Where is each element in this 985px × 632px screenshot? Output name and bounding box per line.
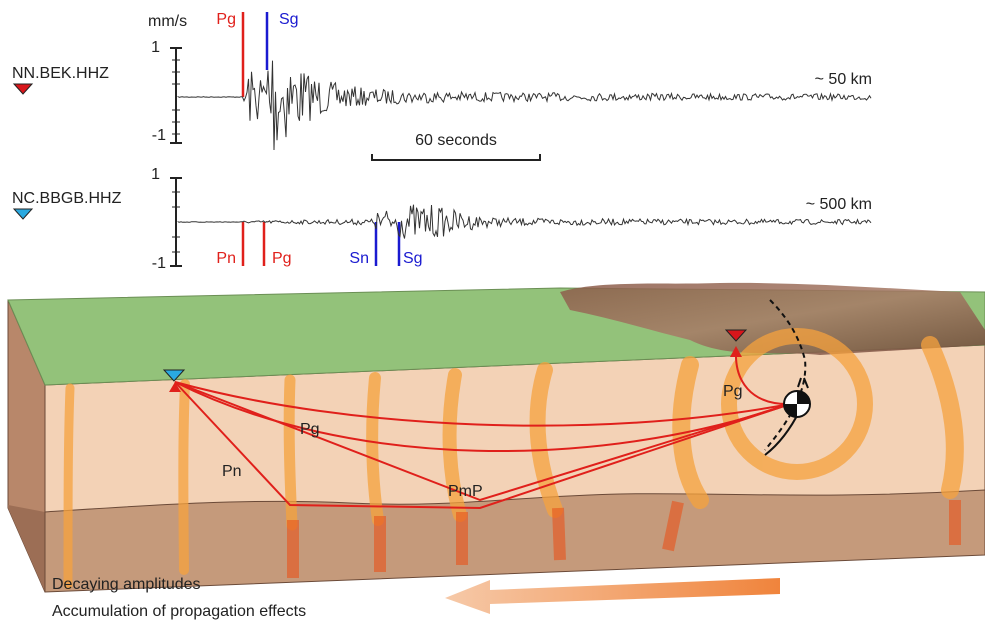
waveform [178,205,871,239]
station-icon [14,84,32,94]
distance-label: ~ 50 km [815,71,872,88]
tick-label: 1 [151,166,160,183]
direction-arrow [445,578,780,614]
phase-label: Pg [272,250,292,267]
phase-label: Sg [279,11,299,28]
tick-label: -1 [152,127,166,144]
wavefront [68,388,70,585]
phase-label: Pg [300,421,320,438]
scale-bar-label: 60 seconds [415,132,497,149]
figure: mm/s 1 -1 NN.BEK.HHZ ~ 50 km Pg Sg 60 se… [0,0,985,632]
station-icon [14,209,32,219]
phase-label: Pg [216,11,236,28]
wavefront [558,508,560,560]
phase-label: PmP [448,483,483,500]
phase-label: Pn [222,463,242,480]
phase-label: Sg [403,250,423,267]
station-name: NN.BEK.HHZ [12,65,109,82]
wavefront [183,384,185,570]
tick-label: -1 [152,255,166,272]
seismogram-2: 1 -1 NC.BBGB.HHZ ~ 500 km Pn Pg Sn Sg [12,166,872,272]
phase-label: Pn [216,250,236,267]
scale-bar: 60 seconds [372,132,540,160]
scale-bar-line [372,154,540,160]
caption-line: Decaying amplitudes [52,576,201,593]
crust-block: Pg Pn PmP Pg [8,283,985,592]
seismogram-1: mm/s 1 -1 NN.BEK.HHZ ~ 50 km Pg Sg [12,11,872,150]
wavefront [372,378,378,520]
distance-label: ~ 500 km [806,196,872,213]
caption-line: Accumulation of propagation effects [52,603,306,620]
waveform [178,61,871,150]
phase-label: Pg [723,383,743,400]
tick-label: 1 [151,39,160,56]
unit-label: mm/s [148,13,187,30]
station-name: NC.BBGB.HHZ [12,190,122,207]
phase-label: Sn [349,250,369,267]
block-side-mantle [8,505,45,592]
